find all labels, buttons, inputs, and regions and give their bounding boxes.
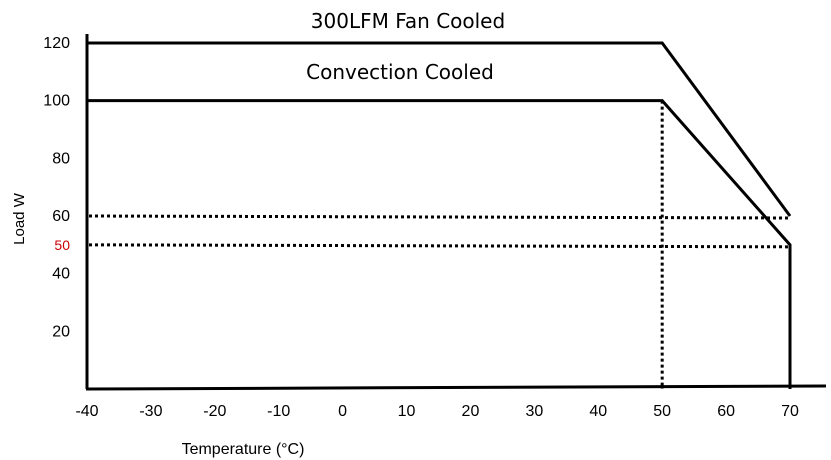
x-axis-line bbox=[85, 384, 827, 391]
series-labels: 300LFM Fan Cooled Convection Cooled bbox=[306, 9, 505, 84]
x-axis-label: Temperature (°C) bbox=[182, 441, 305, 458]
series-line-fan-cooled bbox=[87, 41, 792, 217]
reference-line-horizontal-60 bbox=[88, 214, 791, 220]
y-tick-label: 80 bbox=[52, 150, 70, 167]
x-tick-label: 0 bbox=[338, 403, 347, 420]
axes bbox=[85, 34, 827, 391]
x-tick-label: 50 bbox=[653, 403, 671, 420]
x-tick-labels: -40 -30 -20 -10 0 10 20 30 40 50 60 70 bbox=[75, 403, 799, 420]
x-tick-label: 70 bbox=[781, 403, 799, 420]
x-tick-label: 20 bbox=[462, 403, 480, 420]
x-tick-label: 60 bbox=[717, 403, 735, 420]
x-tick-label: -40 bbox=[75, 403, 98, 420]
x-tick-label: 30 bbox=[525, 403, 543, 420]
x-tick-label: 40 bbox=[589, 403, 607, 420]
y-tick-label: 40 bbox=[52, 266, 70, 283]
series-lines bbox=[87, 41, 792, 389]
y-tick-label: 60 bbox=[52, 208, 70, 225]
y-tick-label: 20 bbox=[52, 323, 70, 340]
reference-line-horizontal-50 bbox=[88, 243, 791, 249]
y-tick-label: 50 bbox=[54, 237, 70, 253]
y-tick-label: 100 bbox=[43, 93, 70, 110]
x-tick-label: -20 bbox=[203, 403, 226, 420]
x-tick-label: 10 bbox=[398, 403, 416, 420]
series-line-convection-cooled bbox=[87, 99, 792, 389]
reference-lines bbox=[88, 100, 791, 389]
y-axis-label: Load W bbox=[11, 192, 28, 245]
series-label-fan-cooled: 300LFM Fan Cooled bbox=[311, 9, 505, 33]
x-tick-label: -10 bbox=[267, 403, 290, 420]
y-tick-labels: 20 40 50 60 80 100 120 bbox=[43, 35, 70, 340]
series-label-convection-cooled: Convection Cooled bbox=[306, 60, 494, 84]
x-tick-label: -30 bbox=[139, 403, 162, 420]
y-tick-label: 120 bbox=[43, 35, 70, 52]
